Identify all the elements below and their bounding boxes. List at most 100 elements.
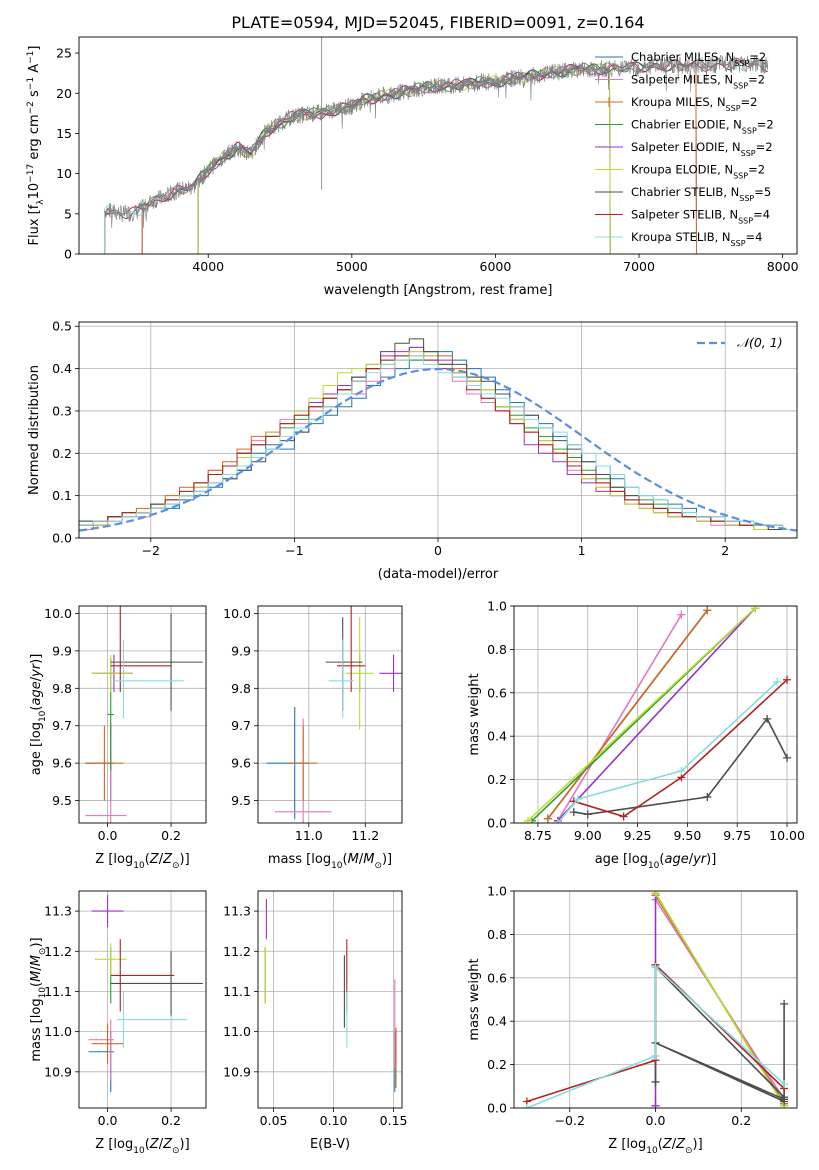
label-part: / <box>29 676 44 681</box>
weight-point <box>773 677 782 686</box>
y-tick-label: 11.2 <box>44 944 72 959</box>
x-axis-label: mass [log10(M/M⊙)] <box>268 852 392 871</box>
panel-residuals: −2 −1 0 1 2 0.0 0.1 0.2 0.3 0.4 0.5 𝒩(0, 1) (data-mo… <box>27 319 798 582</box>
y-tick-label: 0.4 <box>487 1014 507 1029</box>
y-tick-label: 0.1 <box>52 488 72 503</box>
legend-label: 𝒩(0, 1) <box>737 335 783 350</box>
label-part: yr <box>692 852 708 867</box>
legend-sub: SSP <box>742 126 757 135</box>
plot-area <box>85 606 203 823</box>
label-part: mass [ <box>29 1018 44 1061</box>
x-tick-label: 5000 <box>336 259 368 274</box>
label-part: / <box>359 852 364 867</box>
label-part: ( <box>658 1137 663 1152</box>
label-part: )] <box>382 852 392 867</box>
legend-sub: SSP <box>734 59 749 68</box>
panel-weight-vs-Z: −0.2 0.0 0.20.00.20.40.60.81.0Z [log10(Z/Z… <box>467 884 798 1156</box>
weight-point <box>783 675 792 684</box>
legend-label-7: Salpeter STELIB, NSSP=4 <box>631 208 770 226</box>
x-tick-label: 6000 <box>480 259 512 274</box>
legend-name: Salpeter ELODIE, N <box>631 140 741 154</box>
panel-mass-vs-EBV: 0.05 0.10 0.15 10.9 11.0 11.1 11.2 11.3 E(B-V) <box>223 890 408 1152</box>
x-tick-label: 2 <box>721 543 729 558</box>
x-tick-label: 0.0 <box>98 828 118 843</box>
weight-point <box>783 753 792 762</box>
y-tick-label: 0.2 <box>52 446 72 461</box>
model-spectrum-8 <box>104 58 768 254</box>
x-tick-label: 4000 <box>192 259 224 274</box>
label-part: 10 <box>38 987 48 999</box>
weight-point <box>651 962 660 971</box>
legend-sub: SSP <box>738 216 753 225</box>
y-tick-label: 9.5 <box>231 793 251 808</box>
y-tick-label: 1.0 <box>487 599 507 614</box>
x-tick-label: 0.2 <box>161 1113 181 1128</box>
legend-name: Kroupa MILES, N <box>631 95 726 109</box>
y-tick-label: 10 <box>56 166 72 181</box>
y-tick-label: 11.0 <box>44 1024 72 1039</box>
label-part: Z [ <box>95 852 113 867</box>
x-tick-label: −1 <box>285 543 303 558</box>
label-part: 10 <box>133 1146 145 1156</box>
label-part: 10 <box>331 861 343 871</box>
x-tick-label: 0.0 <box>98 1113 118 1128</box>
weight-line-6 <box>573 717 788 816</box>
y-tick-label: 10.0 <box>44 606 72 621</box>
x-axis-label: Z [log10(Z/Z⊙)] <box>95 852 189 871</box>
axes-frame <box>78 36 798 255</box>
weight-point <box>677 766 686 775</box>
weight-line-4 <box>557 607 756 822</box>
label-part: )] <box>180 852 190 867</box>
y-tick-label: 9.9 <box>52 643 72 658</box>
legend-name: Chabrier STELIB, N <box>631 185 739 199</box>
label-part: ( <box>29 982 44 987</box>
y-label-part: λ <box>36 199 46 205</box>
legend-value: =2 <box>748 163 765 177</box>
x-axis-label: Z [log10(Z/Z⊙)] <box>608 1137 702 1156</box>
y-label-part: −1 <box>26 77 36 90</box>
x-tick-label: −0.2 <box>555 1113 585 1128</box>
y-tick-label: 11.3 <box>223 904 251 919</box>
x-tick-label: 8000 <box>767 259 799 274</box>
y-tick-label: 11.1 <box>223 984 251 999</box>
y-tick-label: 25 <box>56 46 72 61</box>
label-part: 10 <box>133 861 145 871</box>
legend-sub: SSP <box>733 81 748 90</box>
legend-label-3: Chabrier ELODIE, NSSP=2 <box>631 118 774 136</box>
y-label-part: erg cm <box>27 114 42 163</box>
plot-area <box>266 606 402 823</box>
legend-label-2: Kroupa MILES, NSSP=2 <box>631 95 757 113</box>
weight-point <box>523 816 532 823</box>
label-part: Z [ <box>608 1137 626 1152</box>
weight-line-7 <box>573 679 788 818</box>
y-tick-label: 1.0 <box>487 884 507 899</box>
plot-area <box>104 37 769 254</box>
y-tick-label: 0.2 <box>487 772 507 787</box>
weight-point <box>573 795 582 804</box>
y-tick-label: 0.3 <box>52 403 72 418</box>
x-tick-label: 0.05 <box>260 1113 288 1128</box>
x-axis-label: E(B-V) <box>310 1137 350 1152</box>
panel-age-vs-Z: 0.0 0.29.59.69.79.89.910.0Z [log10(Z/Z⊙)]… <box>29 605 207 871</box>
figure-title: PLATE=0594, MJD=52045, FIBERID=0091, z=0… <box>231 13 644 32</box>
weight-line-1 <box>557 614 683 822</box>
axes-frame <box>257 890 403 1109</box>
label-part: 10 <box>646 1146 658 1156</box>
y-axis-label: age [log10(age/yr)] <box>29 654 48 776</box>
label-part: ( <box>145 1137 150 1152</box>
label-part: log <box>29 722 44 742</box>
y-tick-label: 9.8 <box>52 681 72 696</box>
y-tick-label: 0.8 <box>487 642 507 657</box>
weight-line-6 <box>654 965 785 1103</box>
weight-point <box>703 606 712 615</box>
legend-label-0: Chabrier MILES, NSSP=2 <box>631 50 766 68</box>
y-tick-label: 5 <box>64 206 72 221</box>
y-tick-label: 0.0 <box>487 816 507 831</box>
label-part: )] <box>180 1137 190 1152</box>
legend-name: Chabrier MILES, N <box>631 50 734 64</box>
x-tick-label: 11.0 <box>295 828 323 843</box>
legend-value: =4 <box>746 230 763 244</box>
axes-frame <box>513 890 798 1109</box>
label-part: log <box>311 852 331 867</box>
